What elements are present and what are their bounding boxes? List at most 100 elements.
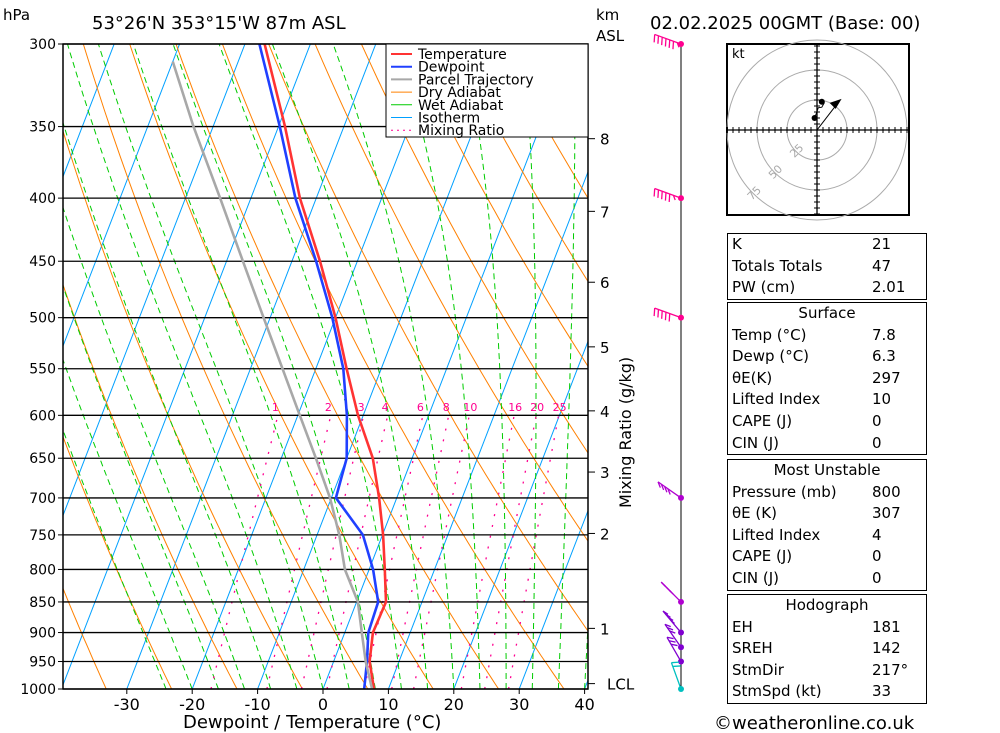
km-tick-label: 1: [600, 620, 610, 638]
wind-level-dot: [678, 41, 684, 47]
km-tick-label: 8: [600, 131, 610, 149]
wind-level-dot: [678, 629, 684, 636]
wind-barb: [653, 187, 684, 203]
wet-adiabat-line: [97, 44, 324, 689]
wet-adiabat-line: [522, 44, 537, 689]
wind-barb-feather: [662, 610, 669, 615]
wind-barb-feather: [660, 483, 665, 491]
profiles: [171, 44, 388, 689]
row-label: Temp (°C): [732, 325, 807, 344]
row-label: CIN (J): [732, 433, 780, 452]
wind-barb-feather: [664, 623, 671, 628]
mixing-ratio-label: 1: [272, 401, 279, 414]
km-tick-label: 4: [600, 403, 610, 421]
wind-barb-feather: [668, 39, 671, 48]
wet-adiabat-line: [63, 428, 167, 689]
row-value: 21: [872, 235, 892, 253]
row-label: StmDir: [732, 660, 784, 679]
hodograph-unit-label: kt: [732, 47, 745, 62]
mixing-ratio-line: [266, 415, 332, 689]
dry-adiabat-line: [63, 283, 238, 689]
hodograph-table-row: SREH 142: [728, 638, 926, 660]
x-tick-label: -30: [114, 695, 140, 714]
wind-level-dot: [678, 644, 684, 651]
dry-adiabat-line: [314, 44, 588, 543]
wind-barb: [657, 481, 684, 501]
row-value: 181: [872, 617, 901, 636]
dry-adiabat-line: [63, 587, 107, 689]
row-label: Lifted Index: [732, 390, 821, 409]
wet-adiabat-line: [63, 121, 272, 689]
indices-table-row: PW (cm) 2.01: [728, 277, 926, 299]
dry-adiabat-line: [82, 44, 369, 689]
row-value: 33: [872, 682, 892, 701]
row-label: Dewp (°C): [732, 347, 810, 366]
wind-barb: [662, 610, 684, 636]
isotherm-line: [63, 44, 246, 517]
km-tick-label: 2: [600, 525, 610, 543]
row-label: SREH: [732, 639, 773, 658]
pressure-tick-label: 350: [29, 120, 56, 136]
pressure-unit-label: hPa: [3, 6, 30, 24]
hodograph-end-dot: [818, 98, 825, 105]
pressure-tick-label: 900: [29, 626, 56, 642]
wet-adiabat-line: [398, 44, 481, 689]
wind-barb: [653, 307, 684, 322]
pressure-tick-label: 750: [29, 528, 56, 544]
surface-table-row: CAPE (J) 0: [728, 411, 926, 433]
wet-adiabat-line: [271, 44, 429, 689]
row-label: θE (K): [732, 504, 777, 523]
wet-adiabat-line: [172, 44, 376, 689]
dry-adiabat-line: [129, 44, 434, 689]
wet-adiabat-line: [332, 44, 455, 689]
wind-barb-feather: [653, 308, 656, 317]
dry-adiabat-line: [175, 44, 500, 689]
wind-barb-feather: [653, 34, 656, 43]
wind-barb-feather: [666, 636, 674, 640]
surface-table-title: Surface: [798, 304, 856, 322]
wet-adiabat-line: [463, 44, 507, 689]
pressure-tick-label: 650: [29, 451, 56, 467]
mixing-ratio-axis-label: Mixing Ratio (g/kg): [616, 357, 635, 508]
row-label: Totals Totals: [732, 256, 823, 275]
x-tick-label: 40: [574, 695, 594, 714]
row-label: CAPE (J): [732, 547, 793, 566]
storm-motion-arrowhead: [829, 98, 842, 109]
wind-barb-feather: [657, 309, 660, 318]
dry-adiabat-line: [63, 129, 303, 689]
pressure-tick-label: 1000: [20, 682, 56, 698]
pressure-tick-label: 950: [29, 655, 56, 671]
wind-level-dot: [678, 598, 684, 605]
mixing-ratio-line: [391, 415, 450, 689]
wind-level-dot: [678, 658, 684, 665]
wind-barb-feather: [672, 41, 675, 50]
pressure-tick-label: 450: [29, 254, 56, 270]
wind-barb-feather: [664, 486, 668, 493]
wind-barb-feather: [668, 313, 671, 322]
wind-barb: [664, 623, 684, 651]
x-tick-label: -10: [245, 695, 271, 714]
row-value: 297: [872, 368, 901, 387]
mixing-ratio-label: 3: [358, 401, 365, 414]
pressure-tick-label: 800: [29, 562, 56, 578]
x-tick-label: 30: [509, 695, 529, 714]
legend-label: Temperature: [417, 47, 507, 63]
row-value: 0: [872, 433, 882, 452]
surface-table-row: Lifted Index 10: [728, 389, 926, 411]
wind-barb-feather: [657, 189, 660, 198]
wind-barb-feather: [666, 626, 674, 631]
wind-barb-feather: [668, 640, 676, 643]
wind-barb-feather: [665, 613, 671, 618]
wet-adiabat-line: [66, 44, 298, 689]
row-value: 0: [872, 568, 882, 587]
wind-barb-feather: [668, 193, 671, 203]
most-unstable-table-row: Lifted Index 4: [728, 525, 926, 547]
wind-barb-half-feather: [672, 195, 676, 201]
series-parcel-trajectory-line: [171, 61, 374, 689]
km-tick-label: 6: [600, 274, 610, 292]
mixing-ratio-label: 10: [463, 401, 477, 414]
mixing-ratio-line: [484, 415, 537, 689]
row-value: 142: [872, 639, 901, 658]
